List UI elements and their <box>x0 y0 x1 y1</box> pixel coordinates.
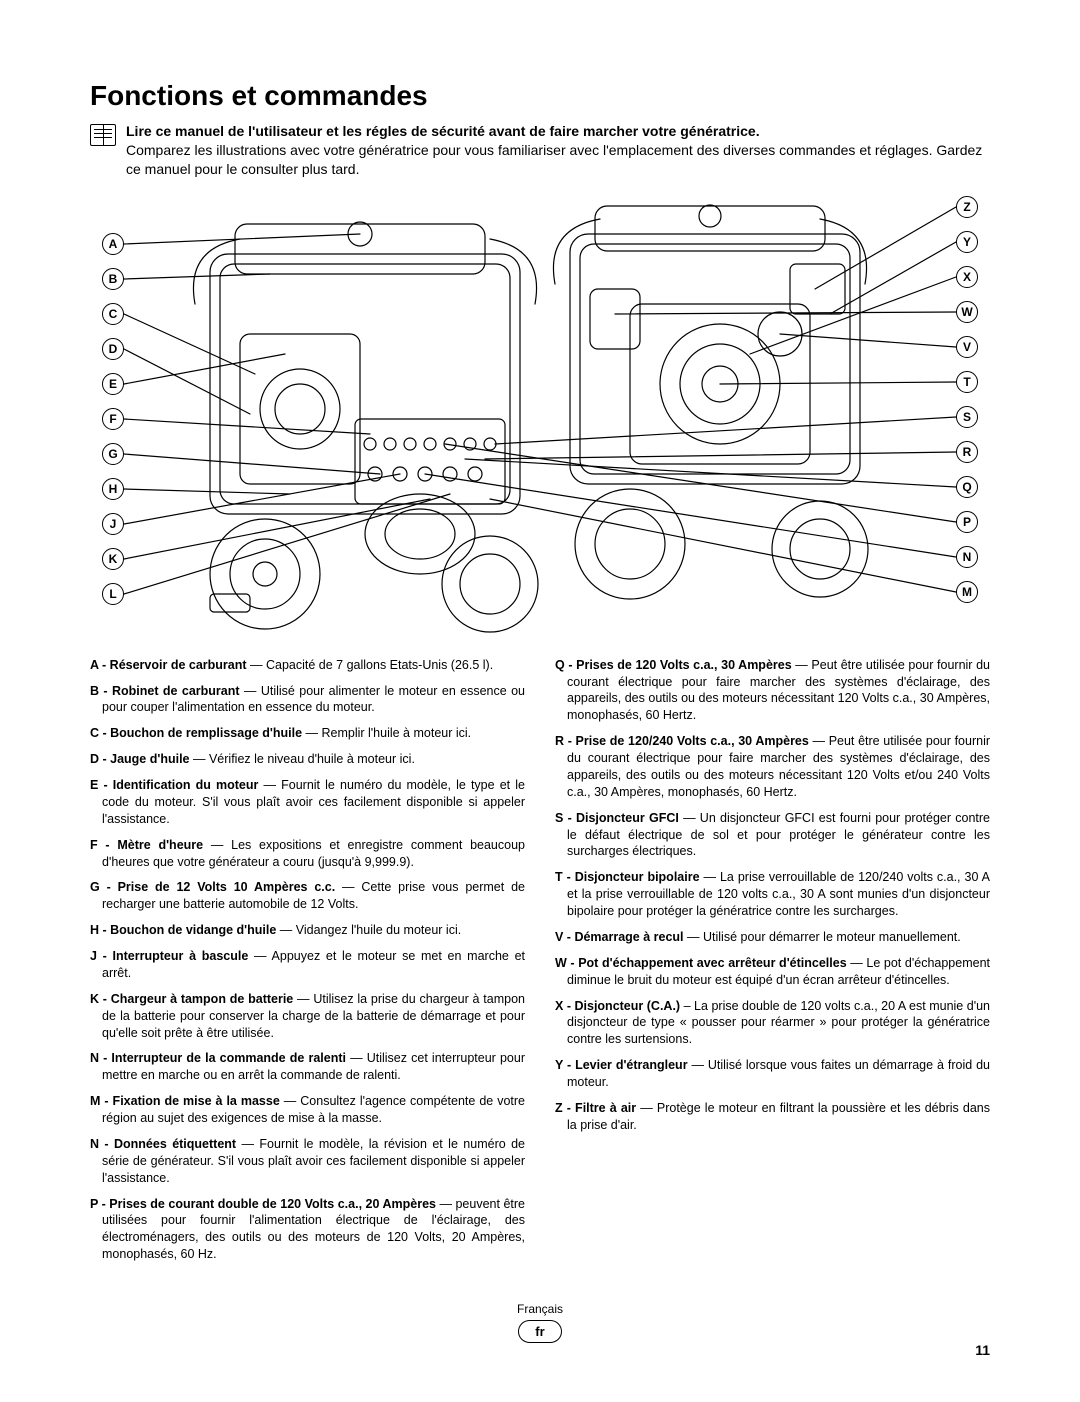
intro-text: Lire ce manuel de l'utilisateur et les r… <box>126 122 990 179</box>
callout-H: H <box>102 478 124 500</box>
callout-P: P <box>956 511 978 533</box>
description-item: X - Disjoncteur (C.A.) – La prise double… <box>555 998 990 1049</box>
callout-K: K <box>102 548 124 570</box>
description-item: Y - Levier d'étrangleur — Utilisé lorsqu… <box>555 1057 990 1091</box>
callout-T: T <box>956 371 978 393</box>
item-text: — Capacité de 7 gallons Etats-Unis (26.5… <box>247 658 494 672</box>
intro-plain: Comparez les illustrations avec votre gé… <box>126 142 982 177</box>
callout-D: D <box>102 338 124 360</box>
callout-R: R <box>956 441 978 463</box>
item-label: P - Prises de courant double de 120 Volt… <box>90 1197 436 1211</box>
callout-W: W <box>956 301 978 323</box>
page-number: 11 <box>975 1342 990 1358</box>
intro-bold: Lire ce manuel de l'utilisateur et les r… <box>126 123 760 139</box>
description-item: J - Interrupteur à bascule — Appuyez et … <box>90 948 525 982</box>
description-item: H - Bouchon de vidange d'huile — Vidange… <box>90 922 525 939</box>
callout-F: F <box>102 408 124 430</box>
item-label: Q - Prises de 120 Volts c.a., 30 Ampères <box>555 658 792 672</box>
item-label: R - Prise de 120/240 Volts c.a., 30 Ampè… <box>555 734 809 748</box>
callout-E: E <box>102 373 124 395</box>
manual-icon <box>90 124 116 146</box>
description-item: N - Interrupteur de la commande de ralen… <box>90 1050 525 1084</box>
item-label: Y - Levier d'étrangleur <box>555 1058 688 1072</box>
description-item: K - Chargeur à tampon de batterie — Util… <box>90 991 525 1042</box>
callout-Z: Z <box>956 196 978 218</box>
description-item: D - Jauge d'huile — Vérifiez le niveau d… <box>90 751 525 768</box>
callout-N: N <box>956 546 978 568</box>
description-item: F - Mètre d'heure — Les expositions et e… <box>90 837 525 871</box>
item-label: C - Bouchon de remplissage d'huile <box>90 726 302 740</box>
callout-G: G <box>102 443 124 465</box>
description-item: A - Réservoir de carburant — Capacité de… <box>90 657 525 674</box>
column-left: A - Réservoir de carburant — Capacité de… <box>90 657 525 1272</box>
callout-Y: Y <box>956 231 978 253</box>
item-label: S - Disjoncteur GFCI <box>555 811 679 825</box>
page-title: Fonctions et commandes <box>90 80 990 112</box>
item-label: D - Jauge d'huile <box>90 752 190 766</box>
description-item: E - Identification du moteur — Fournit l… <box>90 777 525 828</box>
callout-X: X <box>956 266 978 288</box>
item-label: A - Réservoir de carburant <box>90 658 247 672</box>
callout-V: V <box>956 336 978 358</box>
description-item: R - Prise de 120/240 Volts c.a., 30 Ampè… <box>555 733 990 801</box>
callout-B: B <box>102 268 124 290</box>
intro-block: Lire ce manuel de l'utilisateur et les r… <box>90 122 990 179</box>
callout-A: A <box>102 233 124 255</box>
item-label: E - Identification du moteur <box>90 778 258 792</box>
description-item: Q - Prises de 120 Volts c.a., 30 Ampères… <box>555 657 990 725</box>
description-item: B - Robinet de carburant — Utilisé pour … <box>90 683 525 717</box>
item-label: N - Données étiquettent <box>90 1137 236 1151</box>
item-label: V - Démarrage à recul <box>555 930 684 944</box>
description-columns: A - Réservoir de carburant — Capacité de… <box>90 657 990 1272</box>
item-label: W - Pot d'échappement avec arrêteur d'ét… <box>555 956 847 970</box>
column-right: Q - Prises de 120 Volts c.a., 30 Ampères… <box>555 657 990 1272</box>
description-item: P - Prises de courant double de 120 Volt… <box>90 1196 525 1264</box>
description-item: T - Disjoncteur bipolaire — La prise ver… <box>555 869 990 920</box>
generator-diagram: ABCDEFGHJKL ZYXWVTSRQPNM <box>90 194 990 639</box>
item-label: F - Mètre d'heure <box>90 838 203 852</box>
description-item: V - Démarrage à recul — Utilisé pour dém… <box>555 929 990 946</box>
item-text: — Remplir l'huile à moteur ici. <box>302 726 471 740</box>
item-label: T - Disjoncteur bipolaire <box>555 870 700 884</box>
item-label: G - Prise de 12 Volts 10 Ampères c.c. <box>90 880 335 894</box>
item-label: J - Interrupteur à bascule <box>90 949 248 963</box>
language-code: fr <box>518 1320 561 1343</box>
callout-C: C <box>102 303 124 325</box>
page-footer: Français fr 11 <box>90 1302 990 1362</box>
description-item: G - Prise de 12 Volts 10 Ampères c.c. — … <box>90 879 525 913</box>
callout-J: J <box>102 513 124 535</box>
description-item: S - Disjoncteur GFCI — Un disjoncteur GF… <box>555 810 990 861</box>
callout-M: M <box>956 581 978 603</box>
callout-S: S <box>956 406 978 428</box>
description-item: M - Fixation de mise à la masse — Consul… <box>90 1093 525 1127</box>
item-label: B - Robinet de carburant <box>90 684 240 698</box>
language-label: Français <box>517 1302 563 1316</box>
description-item: N - Données étiquettent — Fournit le mod… <box>90 1136 525 1187</box>
item-label: K - Chargeur à tampon de batterie <box>90 992 293 1006</box>
item-text: — Utilisé pour démarrer le moteur manuel… <box>684 930 961 944</box>
callout-Q: Q <box>956 476 978 498</box>
item-text: — Vidangez l'huile du moteur ici. <box>276 923 461 937</box>
description-item: W - Pot d'échappement avec arrêteur d'ét… <box>555 955 990 989</box>
item-label: Z - Filtre à air <box>555 1101 636 1115</box>
item-text: — Vérifiez le niveau d'huile à moteur ic… <box>190 752 415 766</box>
language-block: Français fr <box>517 1302 563 1343</box>
diagram-svg <box>90 194 990 639</box>
item-label: N - Interrupteur de la commande de ralen… <box>90 1051 346 1065</box>
item-label: M - Fixation de mise à la masse <box>90 1094 280 1108</box>
item-label: H - Bouchon de vidange d'huile <box>90 923 276 937</box>
item-label: X - Disjoncteur (C.A.) <box>555 999 680 1013</box>
description-item: Z - Filtre à air — Protège le moteur en … <box>555 1100 990 1134</box>
callout-L: L <box>102 583 124 605</box>
description-item: C - Bouchon de remplissage d'huile — Rem… <box>90 725 525 742</box>
